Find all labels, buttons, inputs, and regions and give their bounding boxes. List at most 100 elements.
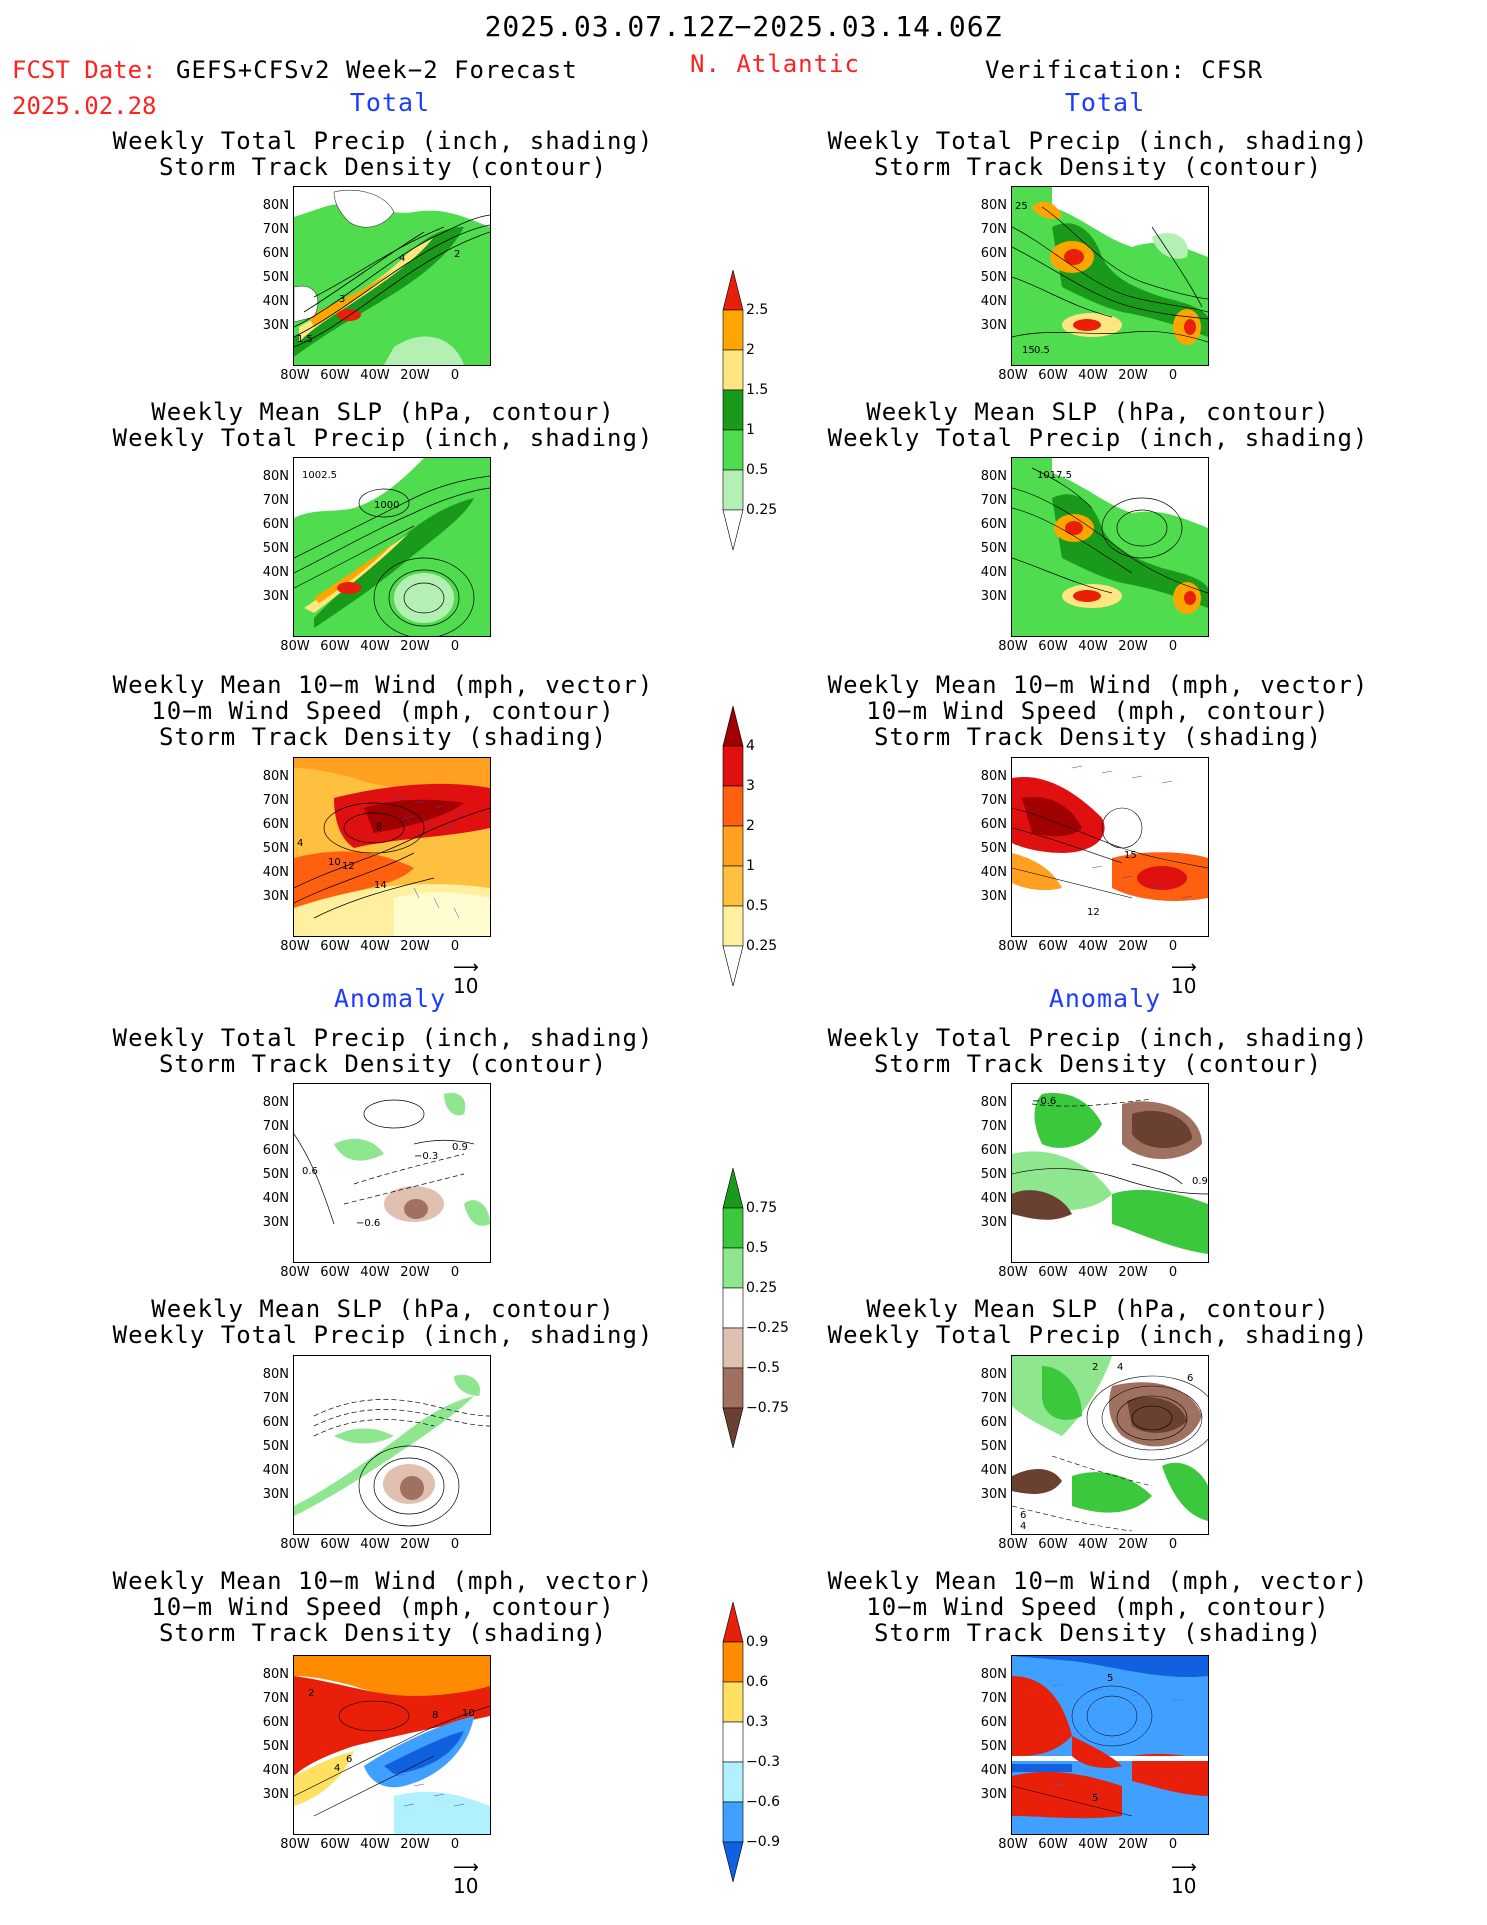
fc-wind-total-label: 10 [328,857,341,868]
vf-precip-total-lon-tick: 20W [1118,368,1148,383]
vf-slp-total-map: 1017.5 [1011,457,1209,637]
precip-anom-cb-label: −0.25 [746,1320,789,1336]
vf-slp-total-lon-tick: 20W [1118,639,1148,654]
vf-precip-anom-lat-tick: 50N [980,1167,1007,1182]
fc-precip-anom-label: 0.9 [452,1142,468,1153]
fc-slp-anom-lat-tick: 80N [262,1367,289,1382]
track-anom-colorbar [718,1601,748,1896]
vf-slp-anom-label: 2 [1092,1362,1098,1373]
vf-slp-anom-label: 6 [1020,1510,1026,1521]
vf-wind-anom-lat-tick: 40N [980,1763,1007,1778]
vf-wind-anom-label: 5 [1092,1793,1098,1804]
vf-wind-anom-lat-tick: 60N [980,1715,1007,1730]
fc-slp-anom-lat-tick: 50N [262,1439,289,1454]
vf-precip-anom-lat-tick: 60N [980,1143,1007,1158]
fc-precip-anom-map: −0.3 0.9 0.6 −0.6 [293,1083,491,1263]
vf-anom-vector-ref: ⟶ 10 [1171,1857,1197,1899]
track-total-cb-label: 0.25 [746,938,778,954]
fc-wind-anom-lat-tick: 50N [262,1739,289,1754]
fc-wind-anom-lon-tick: 0 [450,1837,460,1852]
vf-slp-anom-lon-tick: 20W [1118,1537,1148,1552]
vf-precip-total-lat-tick: 60N [980,246,1007,261]
vf-wind-anom-label: 5 [1107,1673,1113,1684]
vf-slp-total-lon-tick: 60W [1038,639,1068,654]
fcst-model-label: GEFS+CFSv2 Week−2 Forecast [176,56,578,84]
vf-wind-total-lon-tick: 0 [1168,939,1178,954]
fc-precip-total-lat-tick: 50N [262,270,289,285]
fc-precip-total-map: 4 2 3 1.5 [293,186,491,366]
fc-wind-total-lat-tick: 30N [262,889,289,904]
fc-precip-total-lon-tick: 40W [360,368,390,383]
vf-precip-total-lat-tick: 80N [980,198,1007,213]
vf-precip-total-label: 0.5 [1034,345,1050,356]
fc-wind-anom-label: 8 [432,1710,438,1721]
track-anom-cb-label: 0.3 [746,1714,769,1730]
vf-wind-total-lon-tick: 40W [1078,939,1108,954]
fc-precip-total-lat-tick: 30N [262,318,289,333]
vf-slp-total-lat-tick: 60N [980,517,1007,532]
precip-total-cb-label: 2 [746,342,755,358]
vf-slp-anom-label: 4 [1117,1362,1123,1373]
fc-precip-anom-label: 0.6 [302,1166,318,1177]
fc-wind-total-lon-tick: 40W [360,939,390,954]
fc-wind-anom-title: Weekly Mean 10−m Wind (mph, vector) 10−m … [112,1567,654,1647]
fc-slp-anom-lat-tick: 70N [262,1391,289,1406]
vf-wind-anom-lon-tick: 80W [998,1837,1028,1852]
fc-slp-total-lat-tick: 40N [262,565,289,580]
vf-slp-total-lat-tick: 50N [980,541,1007,556]
fc-precip-anom-lat-tick: 80N [262,1095,289,1110]
fc-slp-total-lon-tick: 0 [450,639,460,654]
vf-slp-total-lon-tick: 40W [1078,639,1108,654]
fc-precip-total-lat-tick: 60N [262,246,289,261]
vf-slp-anom-lat-tick: 40N [980,1463,1007,1478]
fc-slp-total-lon-tick: 80W [280,639,310,654]
vf-wind-total-lat-tick: 80N [980,769,1007,784]
fc-precip-total-title: Weekly Total Precip (inch, shading) Storm… [112,127,654,181]
vf-slp-anom-lon-tick: 60W [1038,1537,1068,1552]
track-anom-cb-label: −0.9 [746,1834,780,1850]
fc-slp-total-label: 1000 [374,500,399,511]
track-total-cb-label: 3 [746,778,755,794]
fc-wind-total-label: 12 [342,861,355,872]
vf-precip-total-lat-tick: 50N [980,270,1007,285]
vf-wind-anom-lat-tick: 50N [980,1739,1007,1754]
fc-precip-total-lat-tick: 70N [262,222,289,237]
fc-anom-vector-ref: ⟶ 10 [453,1857,479,1899]
vf-wind-total-label: 12 [1087,907,1100,918]
vf-precip-total-lon-tick: 80W [998,368,1028,383]
vf-slp-anom-lon-tick: 80W [998,1537,1028,1552]
fc-precip-total-lat-tick: 40N [262,294,289,309]
precip-anom-cb-label: 0.25 [746,1280,778,1296]
vf-slp-total-lat-tick: 70N [980,493,1007,508]
fc-wind-anom-lat-tick: 70N [262,1691,289,1706]
fc-slp-anom-lon-tick: 40W [360,1537,390,1552]
vf-wind-total-lon-tick: 20W [1118,939,1148,954]
vf-wind-total-lat-tick: 60N [980,817,1007,832]
fc-wind-anom-label: 6 [346,1754,352,1765]
vf-slp-total-lat-tick: 30N [980,589,1007,604]
fc-wind-total-lon-tick: 20W [400,939,430,954]
fc-slp-total-lat-tick: 70N [262,493,289,508]
fc-wind-anom-label: 10 [462,1708,475,1719]
vf-precip-total-label: 15 [1022,345,1035,356]
vf-wind-anom-lon-tick: 40W [1078,1837,1108,1852]
fc-wind-anom-lon-tick: 40W [360,1837,390,1852]
fc-precip-anom-lat-tick: 50N [262,1167,289,1182]
vf-wind-total-lat-tick: 30N [980,889,1007,904]
fc-wind-total-lat-tick: 60N [262,817,289,832]
precip-total-cb-label: 1 [746,422,755,438]
track-total-cb-label: 0.5 [746,898,769,914]
verification-anomaly-heading: Anomaly [1048,984,1162,1013]
fc-slp-anom-lon-tick: 0 [450,1537,460,1552]
fc-precip-anom-title: Weekly Total Precip (inch, shading) Storm… [112,1024,654,1078]
track-anom-cb-label: 0.6 [746,1674,769,1690]
vf-precip-anom-lat-tick: 80N [980,1095,1007,1110]
vf-slp-anom-map: 2 4 6 6 4 [1011,1355,1209,1535]
fc-slp-total-label: 1002.5 [302,470,337,481]
vf-precip-anom-map: −0.6 0.9 [1011,1083,1209,1263]
precip-anom-cb-label: −0.5 [746,1360,780,1376]
fc-wind-total-lon-tick: 0 [450,939,460,954]
fc-slp-total-map: 1002.5 1000 [293,457,491,637]
fc-wind-total-lon-tick: 80W [280,939,310,954]
fc-wind-total-lon-tick: 60W [320,939,350,954]
